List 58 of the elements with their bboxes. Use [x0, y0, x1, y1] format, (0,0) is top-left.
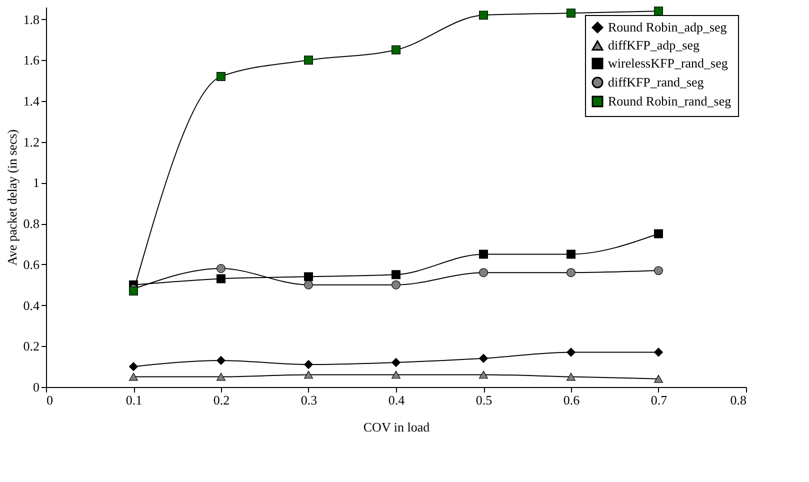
point [479, 354, 488, 363]
x-axis-title: COV in load [363, 420, 430, 434]
point [654, 6, 663, 16]
point [566, 372, 576, 381]
x-tick-label: 0 [46, 392, 53, 408]
x-tick-label: 0.2 [213, 392, 230, 408]
x-tick-label: 0.7 [650, 392, 668, 408]
point [304, 56, 313, 65]
y-axis-title: Ave packet delay (in secs) [4, 129, 20, 266]
point [566, 268, 576, 278]
point [392, 270, 400, 280]
x-tick-label: 0.1 [126, 392, 142, 408]
y-tick-label: 0.2 [23, 338, 40, 354]
point [479, 10, 488, 20]
point [654, 266, 663, 276]
legend-label: diffKFP_rand_seg [608, 74, 704, 90]
point [566, 250, 576, 259]
y-tick-label: 1 [33, 175, 40, 190]
point [392, 370, 400, 379]
legend-label: diffKFP_adp_seg [608, 38, 700, 52]
y-tick-label: 0.4 [23, 298, 40, 313]
legend-label: Round Robin_rand_seg [608, 94, 732, 108]
point [304, 272, 313, 282]
point [304, 360, 313, 370]
legend-label: Round Robin_adp_seg [608, 20, 728, 34]
y-tick-label: 0.8 [23, 216, 40, 232]
y-tick-label: 1.4 [23, 93, 40, 108]
point [566, 348, 576, 357]
point [654, 374, 663, 383]
point [392, 358, 400, 367]
point [392, 280, 400, 290]
point [392, 45, 400, 54]
x-tick-label: 0.6 [563, 392, 580, 408]
y-tick-label: 0.6 [23, 256, 40, 272]
point [216, 372, 226, 381]
x-tick-label: 0.3 [300, 392, 318, 408]
point [479, 370, 488, 379]
point [566, 8, 576, 18]
x-tick-label: 0.8 [730, 392, 746, 408]
legend-label: wirelessKFP_rand_seg [608, 56, 728, 70]
point [304, 370, 313, 379]
point [216, 274, 226, 284]
point [216, 264, 226, 273]
y-tick-label: 1.8 [23, 12, 40, 27]
point [479, 268, 488, 278]
point [479, 250, 488, 259]
point [216, 72, 226, 81]
y-tick-label: 1.2 [23, 134, 40, 150]
point [304, 280, 313, 290]
point [654, 229, 663, 238]
y-tick-label: 1.6 [23, 52, 40, 68]
x-tick-label: 0.5 [476, 392, 492, 408]
point [216, 356, 226, 365]
y-tick-label: 0 [33, 380, 40, 394]
point [129, 362, 138, 372]
point [654, 348, 663, 357]
x-tick-label: 0.4 [388, 392, 406, 408]
point [129, 372, 138, 381]
